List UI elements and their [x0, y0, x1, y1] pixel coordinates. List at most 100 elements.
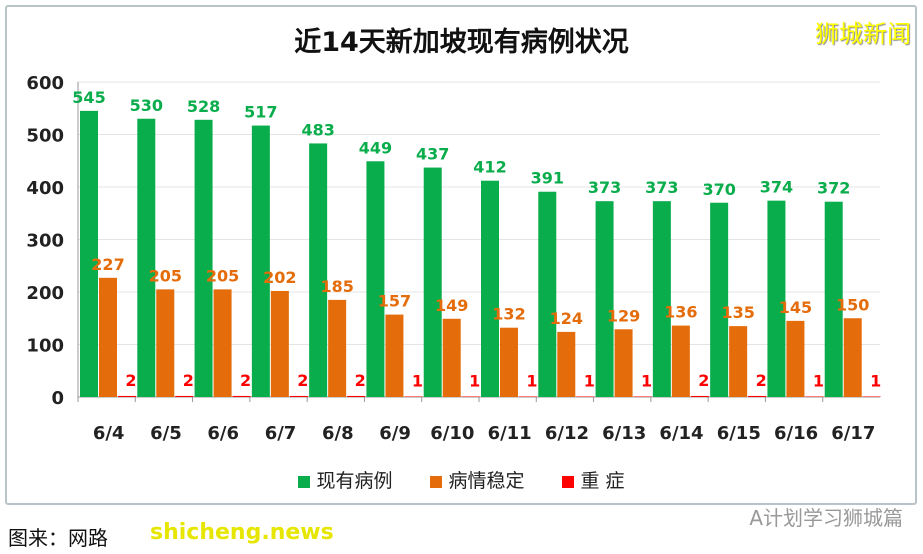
bar [366, 161, 385, 397]
bar [137, 118, 156, 397]
watermark: A计划学习狮城篇 [749, 506, 903, 530]
bar [710, 202, 729, 397]
bar [729, 326, 748, 397]
legend-item-stable: 病情稳定 [430, 466, 524, 493]
y-tick-label: 0 [51, 388, 64, 409]
data-label: 1 [412, 371, 423, 390]
bar [652, 201, 671, 397]
bar [633, 396, 652, 397]
bar [423, 167, 442, 397]
bar [481, 180, 499, 397]
data-label: 145 [779, 298, 812, 317]
x-tick-label: 6/17 [831, 423, 875, 444]
bar [461, 396, 480, 397]
data-label: 205 [149, 266, 182, 285]
bar [232, 395, 251, 397]
data-label: 135 [721, 303, 754, 322]
bar [80, 110, 98, 397]
data-label: 2 [297, 371, 308, 390]
bar [251, 125, 270, 397]
data-label: 157 [378, 292, 411, 311]
bar [576, 396, 595, 397]
data-label: 124 [550, 309, 583, 328]
data-label: 2 [240, 371, 251, 390]
data-label: 530 [130, 96, 163, 115]
brand-logo: 狮城新闻 [815, 20, 911, 48]
x-tick-label: 6/5 [150, 423, 182, 444]
data-label: 150 [836, 295, 869, 314]
x-tick-label: 6/14 [659, 423, 703, 444]
data-label: 391 [531, 169, 564, 188]
data-label: 136 [664, 303, 697, 322]
bar [270, 290, 289, 397]
bar [289, 395, 308, 397]
bar [404, 396, 423, 397]
bar [786, 320, 805, 397]
x-tick-label: 6/15 [717, 423, 761, 444]
x-tick-label: 6/13 [602, 423, 646, 444]
data-label: 2 [355, 371, 366, 390]
bar [824, 201, 843, 397]
bar [328, 299, 347, 397]
y-tick-label: 600 [26, 73, 64, 94]
data-label: 2 [698, 371, 709, 390]
data-label: 437 [416, 145, 449, 164]
x-tick-label: 6/12 [545, 423, 589, 444]
data-label: 1 [641, 371, 652, 390]
data-label: 1 [526, 371, 537, 390]
data-label: 517 [244, 103, 277, 122]
data-label: 449 [359, 138, 392, 157]
bar [671, 325, 690, 397]
bar [309, 143, 328, 397]
bar [500, 327, 518, 397]
x-tick-label: 6/8 [322, 423, 354, 444]
x-tick-label: 6/11 [488, 423, 532, 444]
bar [862, 396, 881, 397]
x-tick-label: 6/4 [93, 423, 125, 444]
chart-title: 近14天新加坡现有病例状况 [294, 27, 629, 58]
data-label: 528 [187, 97, 220, 116]
bar [118, 395, 136, 397]
bar [595, 201, 614, 397]
data-label: 132 [492, 305, 525, 324]
bar [767, 200, 786, 397]
data-label: 545 [72, 88, 105, 107]
data-label: 483 [301, 120, 334, 139]
legend-item-severe: 重 症 [562, 466, 625, 493]
data-label: 2 [756, 371, 767, 390]
bar [690, 395, 709, 397]
bar [175, 395, 194, 397]
bar [99, 277, 117, 397]
chart-frame [5, 5, 917, 505]
data-label: 129 [607, 306, 640, 325]
x-tick-label: 6/6 [207, 423, 239, 444]
bar [442, 318, 461, 397]
source-caption: 图来：网路 [8, 526, 108, 550]
data-label: 1 [584, 371, 595, 390]
data-label: 2 [125, 371, 136, 390]
source-watermark: shicheng.news [150, 520, 334, 545]
y-tick-label: 200 [26, 283, 64, 304]
data-label: 185 [320, 277, 353, 296]
data-label: 205 [206, 266, 239, 285]
x-tick-label: 6/9 [379, 423, 411, 444]
data-label: 1 [469, 371, 480, 390]
y-tick-label: 500 [26, 126, 64, 147]
data-label: 1 [813, 371, 824, 390]
data-label: 412 [473, 158, 506, 177]
bar [385, 314, 404, 397]
bar [557, 331, 576, 397]
x-tick-label: 6/16 [774, 423, 818, 444]
data-label: 1 [870, 371, 881, 390]
data-label: 2 [183, 371, 194, 390]
bar [213, 289, 232, 397]
bar [748, 395, 767, 397]
y-tick-label: 300 [26, 231, 64, 252]
y-tick-label: 100 [26, 336, 64, 357]
data-label: 202 [263, 268, 296, 287]
data-label: 370 [702, 180, 735, 199]
bar [538, 191, 557, 397]
bar [614, 329, 633, 397]
bar [194, 119, 213, 398]
